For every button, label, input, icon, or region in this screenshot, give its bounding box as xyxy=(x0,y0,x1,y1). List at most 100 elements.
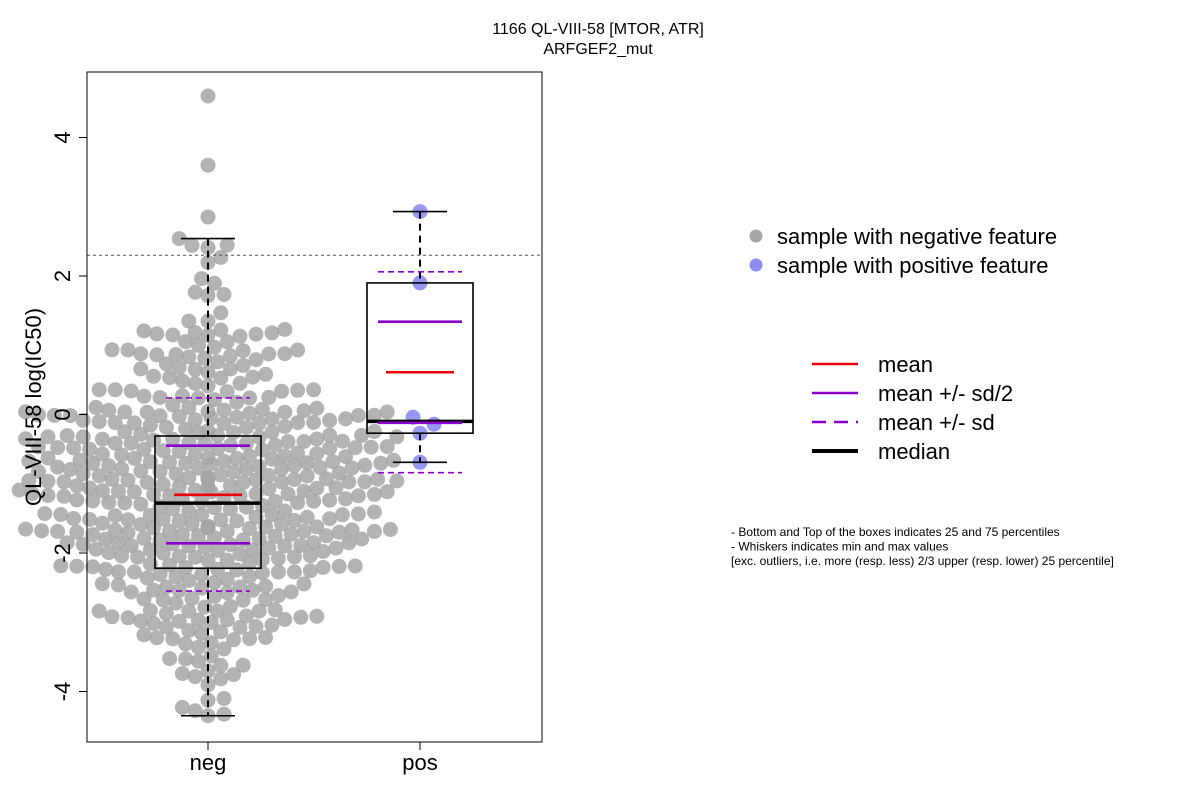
neg-point xyxy=(222,348,238,364)
neg-point xyxy=(104,609,120,625)
neg-point xyxy=(277,404,293,420)
neg-point xyxy=(206,575,222,590)
neg-point xyxy=(315,559,331,575)
neg-point xyxy=(280,486,296,502)
footnote-line: - Whiskers indicates min and max values xyxy=(731,540,948,554)
neg-point xyxy=(222,599,238,614)
neg-point xyxy=(216,641,232,657)
neg-point xyxy=(379,484,395,500)
neg-point xyxy=(197,436,213,452)
neg-point xyxy=(264,451,280,467)
neg-point xyxy=(187,412,203,428)
neg-point xyxy=(258,578,274,594)
neg-point xyxy=(328,540,344,556)
neg-point xyxy=(290,445,306,461)
neg-point xyxy=(229,562,245,578)
neg-point xyxy=(40,450,56,466)
neg-point xyxy=(133,361,149,377)
neg-point xyxy=(299,468,315,484)
summary-statistics xyxy=(87,210,542,717)
neg-point xyxy=(277,322,293,337)
neg-point xyxy=(165,631,181,647)
neg-point xyxy=(219,523,235,539)
neg-point xyxy=(213,671,229,687)
neg-point xyxy=(242,521,258,536)
neg-point xyxy=(325,454,341,470)
neg-point xyxy=(155,511,171,527)
neg-point xyxy=(187,669,203,685)
neg-point xyxy=(194,580,210,596)
neg-point xyxy=(219,334,235,350)
neg-point xyxy=(194,507,210,523)
neg-point xyxy=(142,542,158,558)
neg-point xyxy=(213,370,229,386)
neg-point xyxy=(277,612,293,627)
neg-point xyxy=(264,617,280,633)
neg-point xyxy=(123,435,139,451)
neg-point xyxy=(66,511,82,526)
neg-point xyxy=(219,384,235,400)
neg-point xyxy=(149,630,165,646)
neg-point xyxy=(338,449,354,465)
neg-point xyxy=(219,552,235,568)
neg-point xyxy=(75,412,91,428)
neg-point xyxy=(210,441,226,457)
neg-point xyxy=(213,305,229,321)
legend-point-label: sample with positive feature xyxy=(777,253,1048,278)
neg-point xyxy=(213,657,229,673)
neg-point xyxy=(101,402,117,418)
neg-point xyxy=(248,472,264,488)
neg-point xyxy=(235,657,251,673)
neg-point xyxy=(235,592,251,608)
neg-point xyxy=(296,523,312,539)
neg-point xyxy=(187,703,203,719)
neg-point xyxy=(174,373,190,389)
neg-point xyxy=(142,417,158,433)
legend-line-label: mean +/- sd xyxy=(878,410,995,435)
neg-point xyxy=(242,405,258,421)
neg-point xyxy=(366,504,382,520)
footnote-line: - Bottom and Top of the boxes indicates … xyxy=(731,525,1060,539)
neg-point xyxy=(306,493,322,509)
neg-point xyxy=(293,609,309,625)
neg-point xyxy=(187,447,203,462)
neg-point xyxy=(62,408,78,424)
neg-point xyxy=(168,347,184,362)
neg-point xyxy=(91,468,107,484)
neg-point xyxy=(200,518,216,534)
neg-point xyxy=(238,608,254,624)
neg-point xyxy=(194,567,210,583)
neg-point xyxy=(373,455,389,471)
y-tick-label: -4 xyxy=(50,682,75,702)
neg-point xyxy=(200,313,216,329)
neg-point xyxy=(222,501,238,517)
neg-point xyxy=(82,480,98,496)
neg-point xyxy=(235,357,251,373)
neg-point xyxy=(264,325,280,341)
neg-point xyxy=(251,458,267,474)
neg-point xyxy=(232,375,248,391)
neg-point xyxy=(242,569,258,585)
neg-point xyxy=(210,354,226,370)
neg-point xyxy=(309,480,325,496)
neg-point xyxy=(126,450,142,466)
neg-point xyxy=(309,608,325,624)
neg-point xyxy=(158,419,174,435)
chart-title: 1166 QL-VIII-58 [MTOR, ATR] xyxy=(492,21,704,38)
neg-point xyxy=(139,475,155,490)
neg-point xyxy=(206,392,222,408)
neg-point xyxy=(30,407,46,423)
neg-point xyxy=(338,491,354,507)
neg-point xyxy=(213,322,229,338)
neg-point xyxy=(91,414,107,430)
neg-point xyxy=(82,441,98,457)
neg-point xyxy=(248,619,264,634)
neg-point xyxy=(261,389,277,405)
pos-box xyxy=(366,282,474,434)
neg-point xyxy=(146,520,162,536)
neg-point xyxy=(133,346,149,362)
neg-point xyxy=(114,548,130,564)
neg-point xyxy=(139,404,155,420)
neg-point xyxy=(133,463,149,479)
neg-point xyxy=(277,503,293,519)
